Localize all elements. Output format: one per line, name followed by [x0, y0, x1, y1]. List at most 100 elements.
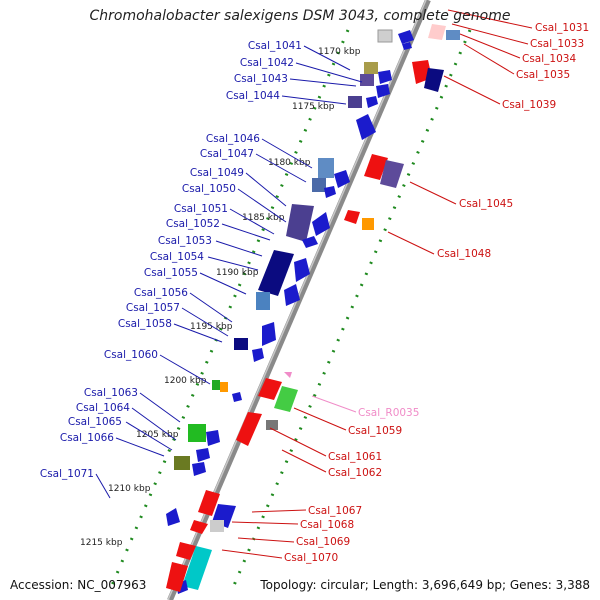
gene-arrow[interactable]: [324, 186, 336, 198]
gene-block[interactable]: [312, 178, 326, 192]
gene-label[interactable]: Csal_1056: [134, 287, 188, 299]
gene-label[interactable]: Csal_1039: [502, 99, 556, 111]
tick-label: 1185 kbp: [242, 213, 285, 223]
gene-block[interactable]: [286, 204, 314, 242]
gene-label[interactable]: Csal_1031: [535, 22, 589, 34]
gene-arrow[interactable]: [196, 448, 210, 462]
gene-label[interactable]: Csal_1045: [459, 198, 513, 210]
gene-block[interactable]: [256, 292, 270, 310]
gene-block[interactable]: [446, 30, 460, 40]
gene-arrow[interactable]: [284, 372, 292, 378]
gene-label[interactable]: Csal_1061: [328, 451, 382, 463]
gene-label[interactable]: Csal_1052: [166, 218, 220, 230]
gene-label[interactable]: Csal_1047: [200, 148, 254, 160]
right-leader-lines: [221, 9, 533, 559]
gene-arrow[interactable]: [302, 236, 318, 248]
tick-label: 1215 kbp: [80, 538, 123, 548]
gene-label[interactable]: Csal_1066: [60, 432, 114, 444]
gene-label[interactable]: Csal_1070: [284, 552, 338, 564]
rna-leader-line: [311, 395, 357, 413]
gene-label[interactable]: Csal_1043: [234, 73, 288, 85]
gene-label[interactable]: Csal_1063: [84, 387, 138, 399]
gene-block[interactable]: [362, 218, 374, 230]
gene-arrow[interactable]: [294, 258, 310, 282]
gene-label[interactable]: Csal_1044: [226, 90, 280, 102]
gene-label[interactable]: Csal_1069: [296, 536, 350, 548]
gene-label[interactable]: Csal_1067: [308, 505, 362, 517]
gene-label[interactable]: Csal_1034: [522, 53, 576, 65]
gene-block[interactable]: [210, 520, 224, 532]
gene-arrow[interactable]: [284, 284, 300, 306]
gene-arrow[interactable]: [356, 114, 376, 140]
gene-arrow[interactable]: [344, 210, 360, 224]
gene-block[interactable]: [428, 24, 446, 40]
gene-block[interactable]: [364, 62, 378, 74]
left-strand-genes: [166, 29, 414, 594]
gene-arrow[interactable]: [258, 378, 282, 400]
gene-arrow[interactable]: [198, 490, 220, 516]
gene-label[interactable]: Csal_1059: [348, 425, 402, 437]
gene-label[interactable]: Csal_1058: [118, 318, 172, 330]
gene-label[interactable]: Csal_1050: [182, 183, 236, 195]
gene-label[interactable]: Csal_1057: [126, 302, 180, 314]
gene-arrow[interactable]: [334, 170, 350, 188]
gene-label[interactable]: Csal_1060: [104, 349, 158, 361]
gene-block[interactable]: [266, 420, 278, 430]
gene-block[interactable]: [377, 29, 393, 43]
gene-block[interactable]: [380, 160, 404, 188]
gene-arrow[interactable]: [262, 322, 276, 346]
gene-block[interactable]: [174, 456, 190, 470]
gene-label[interactable]: Csal_1064: [76, 402, 130, 414]
gene-arrow[interactable]: [378, 70, 392, 84]
gene-label[interactable]: Csal_1053: [158, 235, 212, 247]
gene-label[interactable]: Csal_1048: [437, 248, 491, 260]
gene-arrow[interactable]: [252, 348, 264, 362]
tick-label: 1190 kbp: [216, 268, 259, 278]
gene-block[interactable]: [188, 424, 206, 442]
gene-block[interactable]: [234, 338, 248, 350]
gene-label[interactable]: Csal_1068: [300, 519, 354, 531]
gene-label[interactable]: Csal_1055: [144, 267, 198, 279]
gene-block[interactable]: [182, 546, 212, 590]
gene-block[interactable]: [258, 250, 294, 296]
gene-block[interactable]: [212, 380, 220, 390]
gene-label[interactable]: Csal_1054: [150, 251, 204, 263]
gene-block[interactable]: [360, 74, 374, 86]
gene-arrow[interactable]: [364, 154, 388, 180]
gene-label[interactable]: Csal_1062: [328, 467, 382, 479]
gene-arrow[interactable]: [166, 562, 188, 592]
tick-label: 1195 kbp: [190, 322, 233, 332]
gene-label[interactable]: Csal_1049: [190, 167, 244, 179]
gene-label[interactable]: Csal_1065: [68, 416, 122, 428]
gene-label[interactable]: Csal_R0035: [358, 407, 419, 419]
gene-label[interactable]: Csal_1041: [248, 40, 302, 52]
gene-block[interactable]: [220, 382, 228, 392]
gene-arrow[interactable]: [236, 412, 262, 446]
gene-block[interactable]: [424, 68, 444, 92]
tick-label: 1170 kbp: [318, 47, 361, 57]
gene-arrow[interactable]: [232, 392, 242, 402]
right-gene-labels: Csal_1031 Csal_1033 Csal_1034 Csal_1035 …: [284, 22, 589, 564]
gene-arrow[interactable]: [176, 542, 196, 560]
gene-arrow[interactable]: [398, 30, 414, 44]
gene-arrow[interactable]: [402, 42, 412, 50]
gene-label[interactable]: Csal_1071: [40, 468, 94, 480]
gene-block[interactable]: [274, 386, 298, 412]
tick-label: 1180 kbp: [268, 158, 311, 168]
gene-arrow[interactable]: [190, 520, 208, 534]
gene-arrow[interactable]: [166, 508, 180, 526]
gene-arrow[interactable]: [192, 462, 206, 476]
gene-arrow[interactable]: [366, 96, 378, 108]
gene-label[interactable]: Csal_1035: [516, 69, 570, 81]
gene-label[interactable]: Csal_1046: [206, 133, 260, 145]
gene-arrow[interactable]: [312, 212, 330, 236]
gene-arrow[interactable]: [376, 84, 390, 98]
gene-label[interactable]: Csal_1051: [174, 203, 228, 215]
gene-block[interactable]: [318, 158, 334, 178]
gene-block[interactable]: [348, 96, 362, 108]
gene-label[interactable]: Csal_1042: [240, 57, 294, 69]
gene-arrow[interactable]: [206, 430, 220, 446]
tick-labels: 1170 kbp 1175 kbp 1180 kbp 1185 kbp 1190…: [80, 47, 361, 548]
gene-label[interactable]: Csal_1033: [530, 38, 584, 50]
